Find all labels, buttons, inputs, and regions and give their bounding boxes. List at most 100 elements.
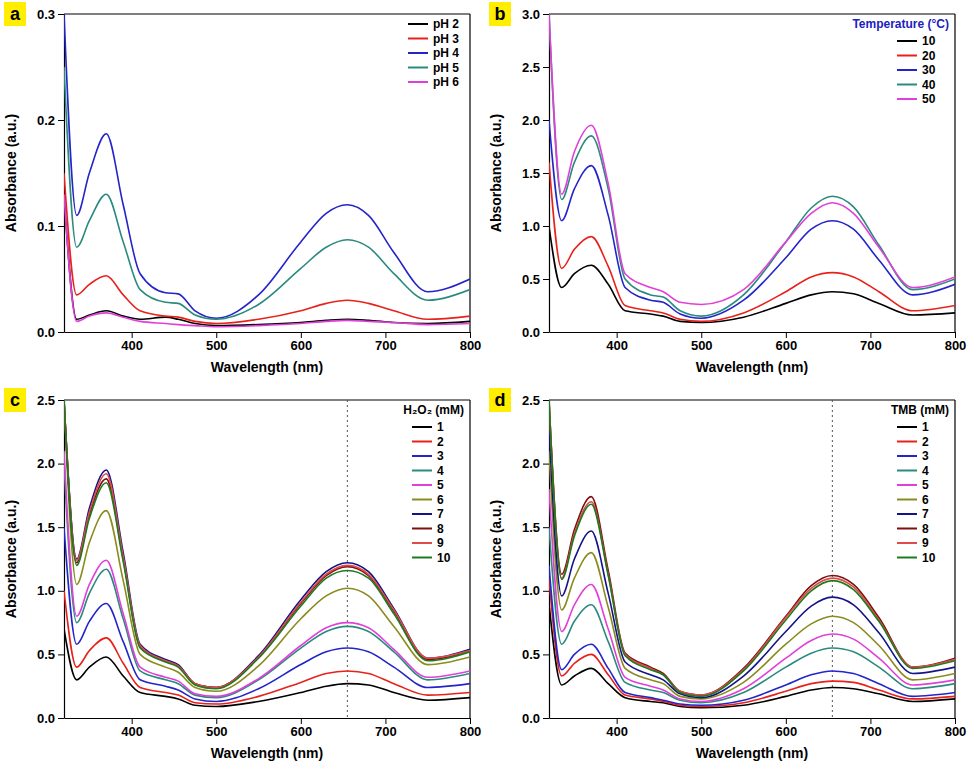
panel-letter-text: c: [10, 390, 20, 410]
y-tick-mark: [543, 332, 549, 333]
x-tick: 800: [945, 332, 967, 353]
legend-label: pH 2: [433, 17, 459, 31]
legend-label: 5: [922, 478, 929, 492]
spectrum-line: [64, 464, 470, 698]
x-tick-label: 600: [775, 724, 797, 739]
x-tick-label: 600: [290, 338, 312, 353]
panel-letter: c: [4, 388, 26, 412]
spectrum-line: [549, 400, 955, 695]
legend-swatch: [412, 484, 432, 486]
x-tick-label: 500: [206, 338, 228, 353]
x-axis-line: [550, 718, 956, 719]
legend-swatch: [897, 40, 917, 42]
spectrum-line: [64, 14, 470, 318]
spectrum-line: [64, 400, 470, 687]
legend-swatch: [408, 81, 428, 83]
y-tick: 3.0: [522, 7, 549, 22]
y-axis-title: Absorbance (a.u.): [488, 114, 504, 232]
y-tick-mark: [543, 279, 549, 280]
legend-swatch: [897, 69, 917, 71]
spectrum-line: [549, 400, 955, 696]
y-tick-mark: [58, 464, 64, 465]
legend-label: 9: [437, 536, 444, 550]
frame: [549, 399, 955, 400]
legend: pH 2pH 3pH 4pH 5pH 6: [408, 17, 459, 89]
y-tick-mark: [543, 14, 549, 15]
spectrum-line: [64, 400, 470, 687]
panel-letter-text: d: [495, 390, 506, 410]
y-tick-label: 0.1: [37, 219, 55, 234]
legend-label: 30: [922, 63, 936, 77]
x-axis-line: [65, 332, 471, 333]
x-tick-mark: [786, 332, 787, 338]
plot-area: 4005006007008000.00.51.01.52.02.53.0Wave…: [488, 7, 966, 375]
panel: 4005006007008000.00.51.01.52.02.5Wavelen…: [488, 388, 966, 761]
x-tick-label: 700: [375, 724, 397, 739]
spectrum-line: [64, 400, 470, 689]
x-tick: 500: [206, 332, 228, 353]
legend-swatch: [897, 484, 917, 486]
x-axis: 400500600700800: [65, 718, 482, 739]
x-axis-line: [550, 332, 956, 333]
spectrum-line: [549, 14, 955, 316]
legend-label: 6: [437, 493, 444, 507]
y-axis-title: Absorbance (a.u.): [3, 114, 19, 232]
panel-letter-box: [4, 388, 26, 412]
y-tick-label: 1.5: [37, 520, 55, 535]
legend-label: 40: [922, 78, 936, 92]
legend-swatch: [897, 441, 917, 443]
legend-swatch: [897, 55, 917, 57]
y-tick: 1.0: [522, 583, 549, 598]
x-tick: 600: [290, 332, 312, 353]
y-tick: 1.5: [37, 520, 64, 535]
plot-area: 4005006007008000.00.10.20.3Wavelength (n…: [3, 7, 481, 375]
y-tick: 2.5: [522, 393, 549, 408]
legend-label: 3: [437, 449, 444, 463]
x-tick-label: 500: [206, 724, 228, 739]
x-tick-label: 400: [121, 724, 143, 739]
marks: [549, 14, 955, 322]
y-tick-mark: [58, 718, 64, 719]
legend-swatch: [897, 98, 917, 100]
x-tick-label: 800: [460, 338, 482, 353]
frame: [954, 400, 955, 718]
x-tick: 800: [945, 718, 967, 739]
spectrum-line: [64, 194, 470, 327]
panel: 4005006007008000.00.51.01.52.02.5Wavelen…: [3, 388, 481, 761]
y-tick-label: 0.5: [522, 647, 540, 662]
x-tick-label: 400: [606, 724, 628, 739]
panel-letter: b: [489, 2, 511, 26]
panel-letter-text: b: [495, 4, 506, 24]
y-tick-label: 0.0: [37, 711, 55, 726]
x-tick: 500: [691, 718, 713, 739]
y-tick-mark: [58, 14, 64, 15]
legend-label: 10: [922, 34, 936, 48]
legend-swatch: [408, 23, 428, 25]
legend-swatch: [412, 426, 432, 428]
y-tick: 0.5: [522, 272, 549, 287]
x-tick: 700: [375, 332, 397, 353]
y-tick-mark: [543, 400, 549, 401]
x-axis-line: [65, 718, 471, 719]
x-tick: 800: [460, 332, 482, 353]
y-tick: 0.2: [37, 113, 64, 128]
y-tick: 2.5: [37, 393, 64, 408]
y-tick: 2.0: [522, 113, 549, 128]
y-tick-label: 0.0: [522, 711, 540, 726]
plot-area: 4005006007008000.00.51.01.52.02.5Wavelen…: [3, 393, 481, 761]
legend-swatch: [412, 513, 432, 515]
legend-swatch: [408, 67, 428, 69]
y-tick-label: 2.5: [522, 60, 540, 75]
spectrum-line: [64, 527, 470, 701]
x-tick-mark: [870, 332, 871, 338]
y-tick-label: 1.5: [522, 520, 540, 535]
legend-label: 1: [922, 420, 929, 434]
legend-swatch: [408, 38, 428, 40]
y-tick: 0.0: [522, 325, 549, 340]
legend-label: pH 6: [433, 75, 459, 89]
legend-label: 1: [437, 420, 444, 434]
legend: TMB (mM)12345678910: [891, 403, 949, 565]
y-tick: 0.0: [522, 711, 549, 726]
y-tick: 0.0: [37, 711, 64, 726]
x-tick: 600: [290, 718, 312, 739]
